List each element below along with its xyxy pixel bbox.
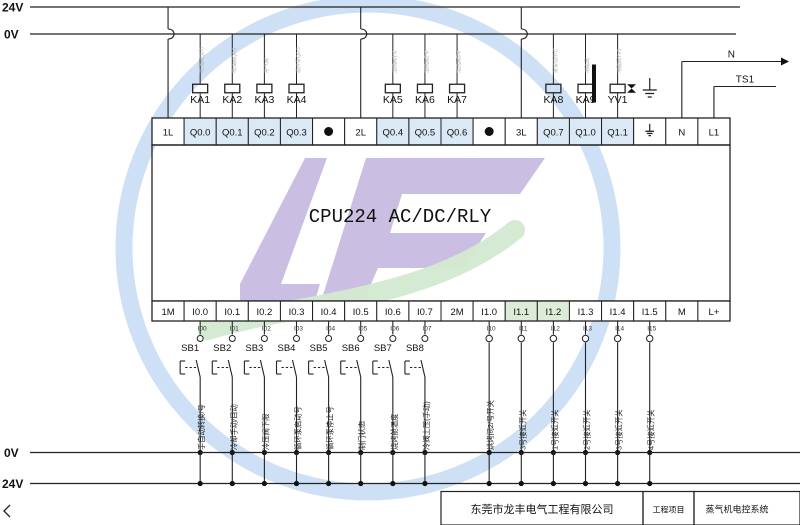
svg-text:I0.4: I0.4 [321,307,337,318]
svg-text:I0.5: I0.5 [353,307,369,318]
svg-text:I04: I04 [326,326,335,333]
svg-text:Q0.3: Q0.3 [286,128,307,139]
svg-text:TS1: TS1 [736,75,755,86]
svg-text:I1.0: I1.0 [481,307,497,318]
svg-text:L1: L1 [709,128,720,139]
svg-text:L+: L+ [709,307,720,318]
svg-text:I11: I11 [519,326,528,333]
svg-text:4号接近开关: 4号接近开关 [647,409,656,450]
svg-text:加热阀2号: 加热阀2号 [423,50,430,73]
svg-text:烘烤间2/号开关: 烘烤间2/号开关 [486,400,495,450]
svg-text:SB3: SB3 [245,343,263,354]
svg-text:24V: 24V [2,1,23,15]
svg-text:SB6: SB6 [342,343,360,354]
svg-text:2L: 2L [355,128,366,139]
svg-text:3号接近开关: 3号接近开关 [615,409,624,450]
svg-text:I1.4: I1.4 [610,307,626,318]
svg-text:0V: 0V [4,446,19,460]
svg-text:排气阀: 排气阀 [263,58,270,73]
svg-text:KA7: KA7 [447,94,467,106]
svg-text:电磁阀: 电磁阀 [584,58,591,73]
svg-text:冷压阀下限: 冷压阀下限 [261,413,270,450]
svg-text:Q0.4: Q0.4 [383,128,404,139]
svg-text:I00: I00 [198,326,207,333]
svg-text:东莞市龙丰电气工程有限公司: 东莞市龙丰电气工程有限公司 [471,502,614,516]
svg-text:1M: 1M [161,307,174,318]
svg-text:Q0.5: Q0.5 [415,128,436,139]
svg-text:2M: 2M [450,307,463,318]
svg-text:CPU224 AC/DC/RLY: CPU224 AC/DC/RLY [309,206,492,228]
svg-text:I10: I10 [487,326,496,333]
svg-text:24V: 24V [2,477,23,491]
svg-text:Q0.7: Q0.7 [543,128,564,139]
svg-text:1L: 1L [163,128,174,139]
svg-text:KA8: KA8 [543,94,563,106]
svg-text:I0.0: I0.0 [192,307,208,318]
svg-text:喷油阀Q0.1: 喷油阀Q0.1 [231,47,238,73]
svg-text:烧烤舱温度: 烧烤舱温度 [390,413,399,450]
svg-text:3号接近开关: 3号接近开关 [518,409,527,450]
svg-text:冷阀上压(手动): 冷阀上压(手动) [422,401,431,450]
svg-text:循环泵Q0.3: 循环泵Q0.3 [295,47,302,73]
svg-text:I13: I13 [583,326,592,333]
svg-text:I02: I02 [262,326,271,333]
svg-text:I15: I15 [647,326,656,333]
svg-text:YV1: YV1 [608,94,628,106]
svg-text:蒸气机电控系统: 蒸气机电控系统 [705,503,768,514]
svg-text:I0.1: I0.1 [224,307,240,318]
svg-text:I1.5: I1.5 [642,307,658,318]
svg-text:I07: I07 [422,326,431,333]
svg-text:Q1.1: Q1.1 [607,128,628,139]
svg-text:I1.2: I1.2 [545,307,561,318]
svg-text:Q0.2: Q0.2 [254,128,275,139]
svg-text:I01: I01 [230,326,239,333]
svg-text:KA6: KA6 [415,94,435,106]
svg-text:Q1.0: Q1.0 [575,128,596,139]
svg-text:手自动转换/号: 手自动转换/号 [197,404,206,450]
svg-text:SB5: SB5 [310,343,328,354]
svg-text:Q0.1: Q0.1 [222,128,243,139]
svg-text:Q0.0: Q0.0 [190,128,211,139]
svg-text:I1.3: I1.3 [578,307,594,318]
svg-text:I05: I05 [358,326,367,333]
svg-text:加热阀1号: 加热阀1号 [391,50,398,73]
svg-text:I0.2: I0.2 [256,307,272,318]
svg-text:I14: I14 [615,326,624,333]
svg-text:喷油阀Q0.0: 喷油阀Q0.0 [199,47,206,73]
svg-text:循环泵启动号: 循环泵启动号 [294,406,303,450]
svg-text:加热阀3号: 加热阀3号 [456,50,463,73]
svg-text:I03: I03 [294,326,303,333]
svg-text:M: M [678,307,686,318]
svg-text:KA5: KA5 [383,94,403,106]
svg-text:SB1: SB1 [181,343,199,354]
svg-text:1号接近开关: 1号接近开关 [550,409,559,450]
svg-text:电磁阀YV1: 电磁阀YV1 [616,48,623,73]
svg-text:KA2: KA2 [222,94,242,106]
svg-text:I0.3: I0.3 [289,307,305,318]
svg-text:I06: I06 [390,326,399,333]
svg-text:工程项目: 工程项目 [653,505,685,514]
svg-text:I0.7: I0.7 [417,307,433,318]
svg-text:KA1: KA1 [190,94,210,106]
svg-text:I12: I12 [551,326,560,333]
svg-text:I1.1: I1.1 [513,307,529,318]
svg-text:报警指示灯: 报警指示灯 [552,48,559,73]
svg-text:Q0.6: Q0.6 [447,128,468,139]
svg-text:SB4: SB4 [278,343,296,354]
svg-text:KA3: KA3 [254,94,274,106]
svg-text:KA4: KA4 [287,94,307,106]
svg-text:N: N [678,128,685,139]
svg-text:循环泵停止号: 循环泵停止号 [326,406,335,450]
svg-text:3L: 3L [516,128,527,139]
svg-text:SB8: SB8 [406,343,424,354]
svg-text:I0.6: I0.6 [385,307,401,318]
svg-text:SB7: SB7 [374,343,392,354]
svg-text:制门状态: 制门状态 [358,421,367,450]
svg-text:冷却手动/目动: 冷却手动/目动 [229,404,238,450]
svg-text:0V: 0V [4,28,19,42]
svg-text:SB2: SB2 [213,343,231,354]
svg-text:2号接近开关: 2号接近开关 [583,409,592,450]
svg-text:N: N [728,50,735,61]
